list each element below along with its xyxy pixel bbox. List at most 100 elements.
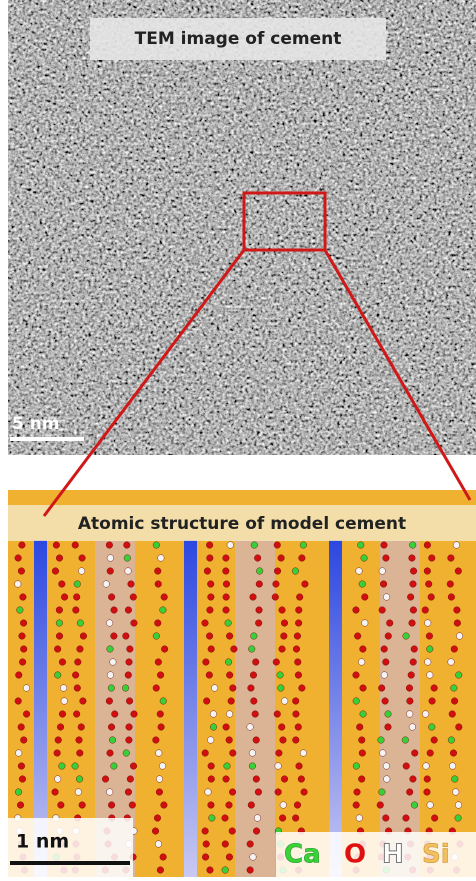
atom bbox=[356, 815, 363, 822]
atom bbox=[448, 594, 455, 601]
water-channel bbox=[184, 540, 197, 877]
atom bbox=[207, 555, 214, 562]
atom bbox=[153, 542, 160, 549]
atom bbox=[204, 568, 211, 575]
atom bbox=[295, 672, 302, 679]
atom bbox=[160, 607, 167, 614]
atom bbox=[277, 672, 284, 679]
atom bbox=[379, 568, 386, 575]
atom bbox=[156, 776, 163, 783]
atom bbox=[422, 711, 429, 718]
atom bbox=[20, 620, 27, 627]
atom bbox=[451, 776, 458, 783]
atom bbox=[410, 568, 417, 575]
atom bbox=[203, 698, 210, 705]
atom bbox=[125, 789, 132, 796]
atom bbox=[152, 828, 159, 835]
atom bbox=[207, 581, 214, 588]
atom bbox=[58, 802, 65, 809]
atom bbox=[20, 646, 27, 653]
atom bbox=[273, 581, 280, 588]
atom bbox=[202, 828, 209, 835]
atom bbox=[281, 620, 288, 627]
atom bbox=[60, 685, 67, 692]
atom bbox=[281, 633, 288, 640]
atom bbox=[252, 659, 259, 666]
figure: TEM image of cement 5 nm Atomic structur… bbox=[0, 0, 476, 877]
atom bbox=[208, 776, 215, 783]
atom bbox=[293, 711, 300, 718]
atom bbox=[424, 542, 431, 549]
atom bbox=[410, 776, 417, 783]
atom bbox=[252, 711, 259, 718]
atom bbox=[381, 646, 388, 653]
atom bbox=[223, 607, 230, 614]
atom bbox=[378, 737, 385, 744]
atom bbox=[353, 698, 360, 705]
atom bbox=[248, 802, 255, 809]
atom bbox=[382, 815, 389, 822]
atom bbox=[407, 698, 414, 705]
atom bbox=[295, 620, 302, 627]
atom bbox=[454, 620, 461, 627]
atom bbox=[383, 763, 390, 770]
atom bbox=[451, 646, 458, 653]
atom bbox=[106, 789, 113, 796]
atom bbox=[281, 698, 288, 705]
legend-ca: Ca bbox=[284, 840, 321, 870]
atom bbox=[123, 750, 130, 757]
atom bbox=[210, 724, 217, 731]
atom bbox=[225, 620, 232, 627]
atom bbox=[72, 763, 79, 770]
atom bbox=[424, 659, 431, 666]
atom bbox=[159, 763, 166, 770]
atom bbox=[15, 789, 22, 796]
atom bbox=[207, 607, 214, 614]
atom bbox=[253, 776, 260, 783]
atom bbox=[381, 542, 388, 549]
atom bbox=[385, 633, 392, 640]
atom bbox=[19, 659, 26, 666]
atom bbox=[154, 568, 161, 575]
atom bbox=[409, 542, 416, 549]
atom bbox=[61, 594, 68, 601]
atom bbox=[250, 854, 257, 861]
atom bbox=[108, 802, 115, 809]
atom bbox=[79, 802, 86, 809]
atom bbox=[455, 802, 462, 809]
atom bbox=[230, 750, 237, 757]
atom bbox=[424, 620, 431, 627]
atom bbox=[359, 581, 366, 588]
atom bbox=[385, 711, 392, 718]
atom bbox=[454, 607, 461, 614]
atom bbox=[156, 789, 163, 796]
atom bbox=[407, 594, 414, 601]
atom bbox=[456, 633, 463, 640]
atom bbox=[15, 750, 22, 757]
atom bbox=[55, 737, 62, 744]
atom bbox=[383, 594, 390, 601]
atom bbox=[211, 685, 218, 692]
atom bbox=[426, 672, 433, 679]
atom bbox=[275, 789, 282, 796]
atom bbox=[56, 607, 63, 614]
atom bbox=[431, 685, 438, 692]
atom bbox=[456, 724, 463, 731]
legend-h: H bbox=[382, 840, 404, 870]
atom bbox=[223, 555, 230, 562]
atom bbox=[379, 789, 386, 796]
atom bbox=[426, 646, 433, 653]
atom bbox=[360, 711, 367, 718]
atom bbox=[353, 672, 360, 679]
atom bbox=[74, 581, 81, 588]
atom bbox=[106, 542, 113, 549]
atom bbox=[202, 854, 209, 861]
atom bbox=[377, 802, 384, 809]
atom bbox=[278, 685, 285, 692]
atom bbox=[452, 789, 459, 796]
atom bbox=[247, 867, 254, 874]
atom bbox=[14, 581, 21, 588]
atom bbox=[78, 568, 85, 575]
atom bbox=[250, 594, 257, 601]
atom bbox=[402, 737, 409, 744]
